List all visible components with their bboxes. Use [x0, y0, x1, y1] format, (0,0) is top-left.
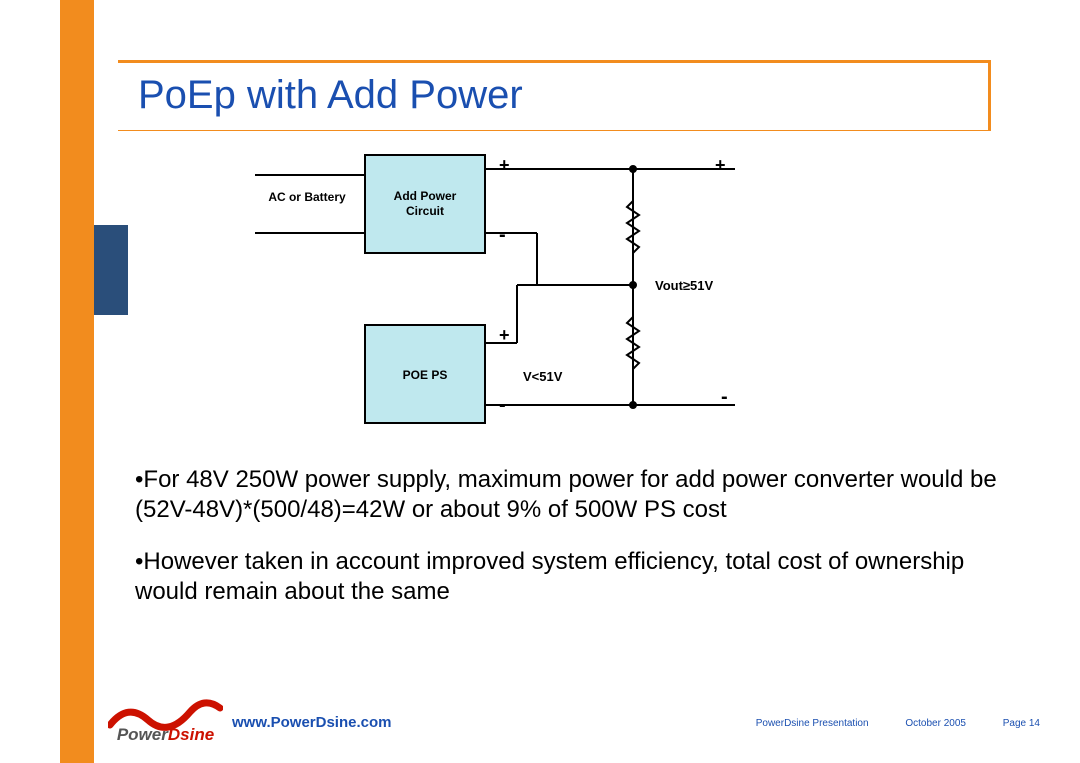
- blue-accent-box: [94, 225, 128, 315]
- circuit-diagram: Add Power Circuit AC or Battery + - POE …: [255, 153, 775, 443]
- bullet-1: •For 48V 250W power supply, maximum powe…: [135, 465, 1005, 525]
- title-frame: PoEp with Add Power: [118, 60, 991, 131]
- footer-date: October 2005: [905, 718, 966, 729]
- minus-out: -: [721, 386, 728, 408]
- bullet-text: •For 48V 250W power supply, maximum powe…: [135, 465, 1005, 629]
- plus-box2: +: [499, 325, 510, 345]
- box-add-power-l1: Add Power: [394, 189, 457, 203]
- footer-meta: PowerDsine Presentation October 2005 Pag…: [722, 718, 1040, 729]
- label-vout: Vout≥51V: [655, 278, 714, 293]
- orange-sidebar: [60, 0, 94, 763]
- powerdsine-logo: PowerDsine: [108, 690, 223, 745]
- plus-out: +: [715, 155, 726, 175]
- slide-title: PoEp with Add Power: [138, 73, 523, 117]
- logo-part2: Dsine: [168, 725, 214, 744]
- plus-box1: +: [499, 155, 510, 175]
- label-ac: AC or Battery: [268, 190, 346, 204]
- footer-page: Page 14: [1003, 718, 1040, 729]
- minus-box1: -: [499, 224, 506, 246]
- box-add-power-l2: Circuit: [406, 204, 444, 218]
- footer-presentation: PowerDsine Presentation: [756, 718, 869, 729]
- footer-url: www.PowerDsine.com: [232, 714, 392, 731]
- box-poe-ps: POE PS: [403, 368, 448, 382]
- label-vlt: V<51V: [523, 369, 563, 384]
- minus-box2: -: [499, 394, 506, 416]
- bullet-2: •However taken in account improved syste…: [135, 547, 1005, 607]
- logo-part1: Power: [117, 725, 168, 744]
